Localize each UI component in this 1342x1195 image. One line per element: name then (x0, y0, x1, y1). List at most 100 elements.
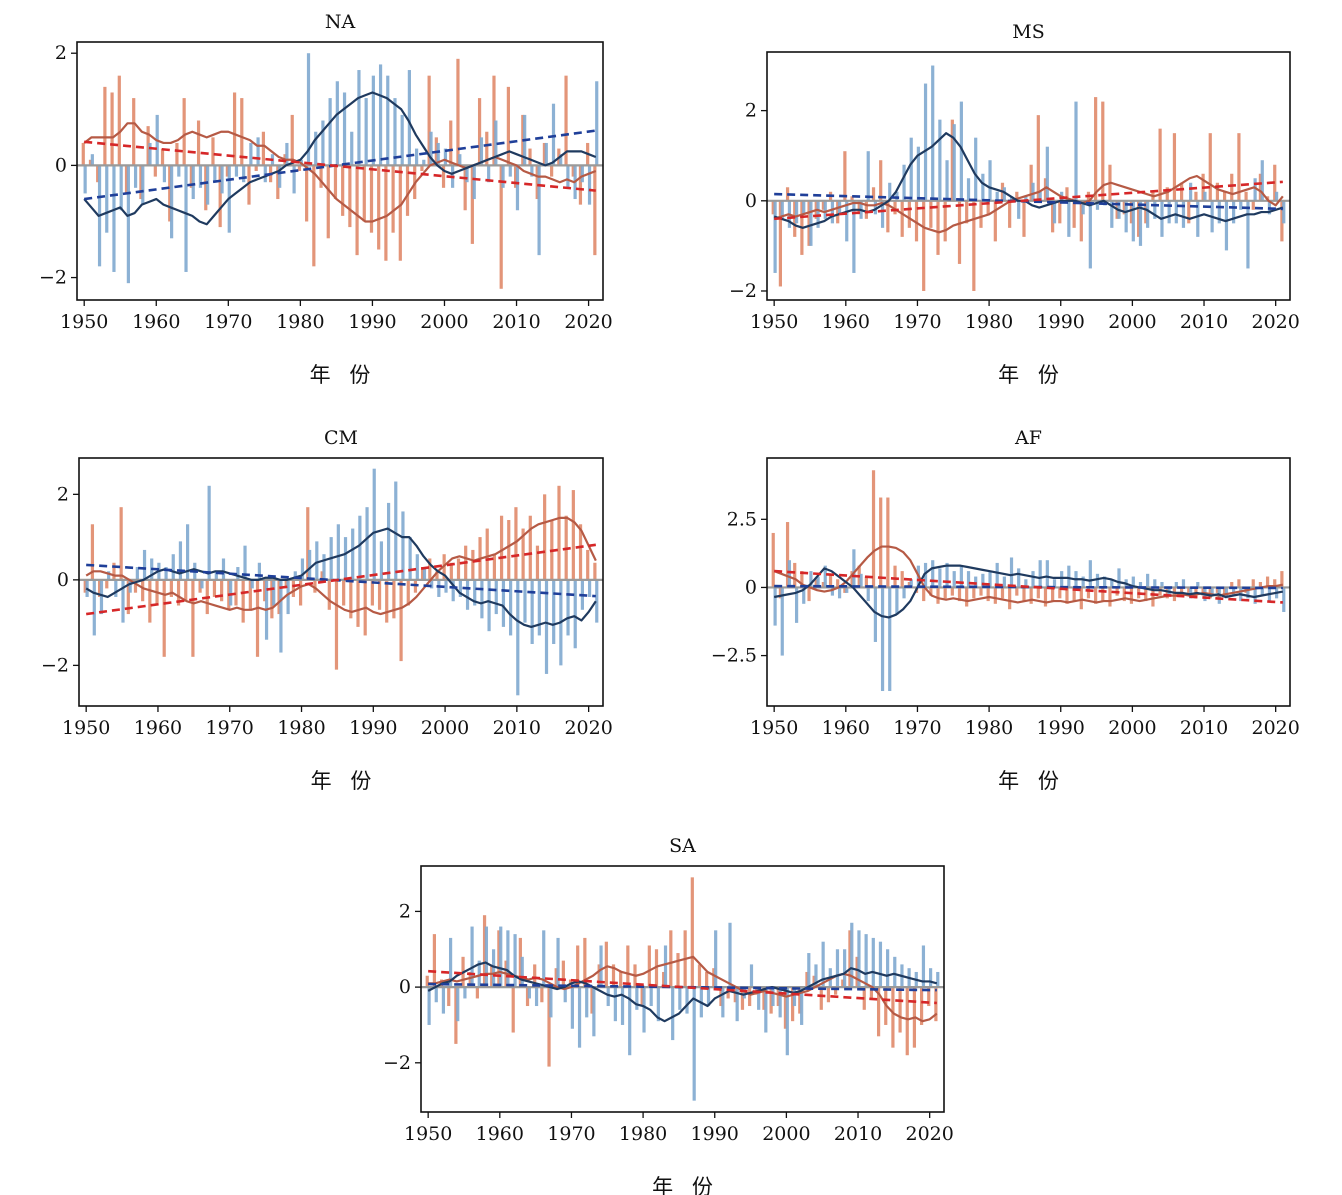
warm-bar-1983 (1008, 200, 1012, 228)
cool-bar-1994 (401, 511, 405, 580)
cool-bar-2011 (523, 579, 527, 623)
warm-bar-1974 (597, 964, 601, 988)
cool-bar-2011 (864, 934, 868, 988)
cool-bar-2007 (1181, 579, 1186, 588)
cool-bar-1950 (83, 165, 87, 194)
cool-bar-1979 (981, 573, 985, 588)
cool-bar-2001 (1138, 582, 1143, 588)
warm-bar-1960 (153, 165, 157, 177)
cool-bar-1997 (764, 987, 768, 1033)
warm-bar-2021 (593, 165, 597, 256)
cool-bar-1985 (335, 81, 339, 166)
warm-bar-1991 (1065, 187, 1069, 201)
warm-bar-1977 (965, 587, 969, 607)
warm-bar-1964 (871, 187, 876, 201)
warm-bar-1988 (355, 165, 359, 256)
warm-bar-1987 (349, 579, 353, 619)
cool-bar-1999 (437, 579, 441, 597)
warm-bar-2021 (1280, 571, 1284, 588)
warm-bar-1998 (769, 987, 773, 1014)
cool-bar-1974 (256, 137, 260, 166)
cool-bar-1989 (706, 987, 711, 1007)
warm-bar-2006 (826, 987, 831, 1003)
cool-bar-1988 (1045, 560, 1049, 588)
cool-bar-1953 (107, 571, 111, 580)
cool-smoothed-line (773, 564, 1284, 619)
warm-smoothed-line (83, 122, 597, 223)
cool-bar-1991 (379, 541, 384, 580)
cool-bar-2013 (537, 579, 541, 636)
warm-bar-2004 (471, 549, 475, 580)
warm-bar-1968 (211, 137, 215, 166)
cool-bar-1954 (114, 579, 118, 597)
warm-bar-1975 (261, 131, 266, 166)
cool-smoothed-line (427, 961, 938, 1023)
x-tick-label-1990: 1990 (348, 311, 396, 333)
warm-bar-1950 (83, 579, 87, 593)
cool-bar-1987 (351, 528, 355, 580)
cool-bar-1976 (272, 579, 276, 606)
warm-bar-1986 (1029, 587, 1033, 604)
warm-bar-1986 (341, 165, 345, 216)
warm-bar-2018 (571, 490, 575, 580)
cool-bar-2015 (1239, 200, 1243, 210)
cool-bar-1967 (895, 587, 899, 615)
cool-bar-2003 (807, 953, 811, 988)
panel-title: MS (1012, 21, 1044, 43)
warm-bar-1954 (110, 92, 114, 166)
warm-bar-1964 (184, 579, 188, 602)
cool-bar-2000 (444, 579, 448, 593)
warm-bar-1972 (240, 98, 244, 166)
warm-bar-1977 (276, 165, 280, 200)
cool-bar-1989 (364, 98, 368, 166)
cool-bar-1983 (1009, 196, 1014, 201)
cool-bar-1995 (1095, 573, 1100, 588)
cool-bar-1964 (527, 987, 531, 999)
plot-area (421, 877, 944, 1101)
warm-bar-2005 (819, 987, 823, 1010)
cool-bar-1954 (802, 200, 806, 215)
x-tick-label-1990: 1990 (1037, 311, 1085, 333)
cool-bar-1987 (1038, 191, 1042, 201)
cool-bar-2004 (1160, 582, 1164, 588)
y-tick-label-1: 0 (55, 154, 67, 176)
cool-bar-1982 (1002, 187, 1006, 201)
warm-bar-1991 (377, 165, 381, 250)
cool-bar-1971 (234, 165, 239, 177)
cool-bar-1961 (164, 567, 168, 580)
y-tick-label-0: −2.5 (711, 645, 757, 667)
warm-bar-2002 (1144, 587, 1148, 602)
cool-bar-1970 (916, 146, 920, 201)
cool-bar-2008 (501, 579, 506, 627)
plot-frame (78, 457, 604, 707)
cool-bar-1957 (823, 200, 827, 219)
warm-smoothed-line (773, 174, 1284, 234)
warm-bar-1957 (132, 98, 136, 166)
warm-bar-1987 (348, 165, 352, 228)
x-tick-label-1990: 1990 (691, 1123, 739, 1145)
warm-bar-1951 (778, 587, 782, 599)
warm-bar-1982 (313, 579, 317, 593)
cool-bar-1981 (995, 562, 999, 588)
cool-bar-1966 (888, 182, 892, 201)
cool-bar-1971 (923, 83, 928, 201)
cool-bar-1967 (895, 191, 899, 201)
warm-bar-1985 (1022, 200, 1026, 237)
cool-bar-1970 (229, 579, 233, 606)
warm-bar-2003 (1151, 587, 1155, 607)
warm-bar-1965 (533, 964, 537, 988)
warm-bar-1950 (771, 532, 775, 588)
warm-bar-2012 (528, 515, 532, 580)
cool-bar-1993 (735, 987, 739, 1022)
cool-bar-1957 (133, 165, 138, 188)
warm-bar-2019 (919, 987, 924, 1025)
cool-bar-1997 (422, 567, 427, 580)
warm-bar-1995 (406, 579, 410, 606)
warm-bar-1954 (112, 562, 116, 580)
warm-bar-1952 (98, 579, 102, 597)
warm-bar-1973 (590, 987, 594, 1014)
warm-bar-1978 (284, 579, 288, 589)
cool-bar-2012 (1217, 200, 1221, 224)
warm-trend-line (774, 569, 1283, 604)
warm-bar-2005 (477, 98, 482, 166)
